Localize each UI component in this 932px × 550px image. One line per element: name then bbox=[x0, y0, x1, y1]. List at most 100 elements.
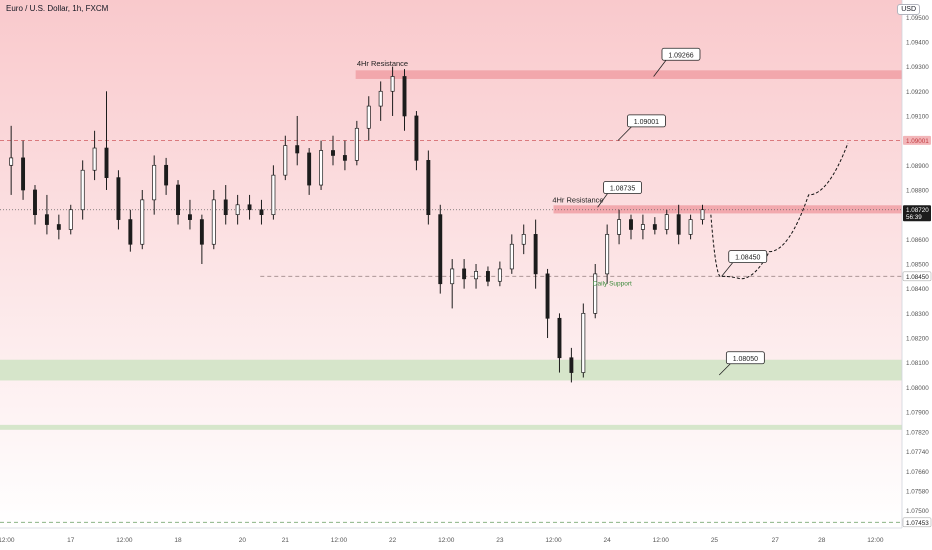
candle-down bbox=[462, 268, 467, 280]
candle-down bbox=[486, 271, 490, 282]
price-tag-value: 1.09001 bbox=[906, 138, 929, 145]
x-tick-label: 28 bbox=[818, 537, 826, 544]
price-tag-level-3: 1.07453 bbox=[902, 517, 932, 528]
y-tick-label: 1.07820 bbox=[906, 429, 929, 436]
callout-3: 1.08450 bbox=[721, 250, 768, 277]
candle-down bbox=[414, 115, 419, 161]
y-tick-label: 1.08600 bbox=[906, 237, 929, 244]
y-tick-label: 1.07660 bbox=[906, 469, 929, 476]
candle-up bbox=[605, 234, 610, 275]
x-tick-label: 25 bbox=[711, 537, 719, 544]
zone-0 bbox=[355, 70, 902, 79]
candle-up bbox=[688, 219, 693, 235]
y-tick-label: 1.07740 bbox=[906, 449, 929, 456]
candle-down bbox=[557, 317, 562, 359]
callout-label: 1.08050 bbox=[733, 356, 758, 363]
candle-up bbox=[474, 271, 478, 280]
candle-up bbox=[319, 150, 324, 186]
candle-down bbox=[116, 177, 121, 220]
candle-down bbox=[199, 219, 204, 245]
candle-up bbox=[68, 209, 73, 230]
candle-down bbox=[331, 150, 335, 156]
candle-down bbox=[176, 184, 180, 216]
candle-down bbox=[676, 214, 681, 235]
callout-0: 1.09266 bbox=[653, 47, 701, 77]
x-tick-label: 22 bbox=[389, 537, 397, 544]
x-tick-label: 12:00 bbox=[116, 537, 133, 544]
label-resistance-mid: 4Hr Resistance bbox=[552, 195, 603, 204]
candle-up bbox=[593, 273, 598, 314]
candle-down bbox=[56, 224, 61, 230]
candle-up bbox=[140, 199, 145, 245]
x-tick-label: 12:00 bbox=[0, 537, 15, 544]
candle-down bbox=[295, 145, 300, 154]
candle-up bbox=[235, 204, 240, 216]
candle-up bbox=[450, 268, 455, 285]
candle-down bbox=[33, 189, 37, 216]
candle-up bbox=[581, 312, 586, 373]
price-tag-value: 1.07453 bbox=[906, 520, 929, 527]
y-tick-label: 1.08800 bbox=[906, 187, 929, 194]
y-tick-label: 1.09200 bbox=[906, 89, 929, 96]
y-tick-label: 1.09400 bbox=[906, 39, 929, 46]
zone-1 bbox=[553, 205, 902, 214]
callout-box bbox=[661, 47, 701, 61]
candle-up bbox=[390, 76, 395, 92]
chart-title: Euro / U.S. Dollar, 1h, FXCM bbox=[6, 4, 109, 13]
price-tag-box bbox=[902, 517, 932, 528]
y-tick-label: 1.08400 bbox=[906, 286, 929, 293]
x-tick-label: 17 bbox=[67, 537, 75, 544]
callout-1: 1.09001 bbox=[617, 114, 666, 141]
y-tick-label: 1.08100 bbox=[906, 360, 929, 367]
candle-down bbox=[545, 273, 550, 319]
candle-down bbox=[652, 224, 657, 230]
price-tag-value: 1.08720 bbox=[906, 207, 929, 214]
callout-leader bbox=[721, 262, 734, 277]
x-tick-label: 24 bbox=[604, 537, 612, 544]
candle-down bbox=[164, 164, 169, 186]
zone-2 bbox=[0, 359, 902, 381]
y-tick-label: 1.08500 bbox=[906, 262, 929, 269]
callout-label: 1.09266 bbox=[668, 52, 693, 59]
callout-label: 1.09001 bbox=[634, 119, 659, 126]
candle-down bbox=[21, 157, 26, 191]
candle-up bbox=[354, 127, 359, 161]
currency-badge[interactable]: USD bbox=[897, 4, 920, 15]
callout-box bbox=[627, 114, 666, 128]
candle-down bbox=[569, 357, 574, 373]
price-tag-level-1: 1.09001 bbox=[903, 135, 931, 145]
label-daily-support: Daily Support bbox=[593, 280, 632, 287]
candle-up bbox=[92, 147, 97, 171]
callout-box bbox=[603, 181, 642, 194]
price-tag-value: 1.08450 bbox=[906, 274, 929, 281]
candle-down bbox=[629, 219, 633, 230]
callout-leader bbox=[718, 363, 731, 376]
candle-up bbox=[664, 214, 669, 230]
candle-down bbox=[188, 214, 192, 220]
price-tag-box bbox=[903, 135, 931, 145]
candle-down bbox=[426, 160, 431, 216]
x-tick-label: 27 bbox=[772, 537, 780, 544]
candle-up bbox=[271, 174, 276, 216]
candle-up bbox=[283, 145, 288, 176]
x-tick-label: 20 bbox=[239, 537, 247, 544]
time-axis-bg bbox=[0, 528, 932, 550]
x-tick-label: 12:00 bbox=[438, 537, 455, 544]
projection-path bbox=[710, 142, 849, 280]
candle-up bbox=[80, 169, 85, 211]
price-tag-countdown: 56:39 bbox=[906, 214, 922, 221]
candle-up bbox=[700, 209, 705, 220]
y-tick-label: 1.08000 bbox=[906, 385, 929, 392]
candle-down bbox=[44, 214, 49, 225]
candle-down bbox=[533, 234, 538, 275]
y-tick-label: 1.09300 bbox=[906, 64, 929, 71]
y-tick-label: 1.08900 bbox=[906, 163, 929, 170]
candle-down bbox=[342, 155, 347, 161]
price-tag-box bbox=[902, 271, 932, 282]
candle-down bbox=[438, 214, 443, 285]
y-tick-label: 1.08200 bbox=[906, 336, 929, 343]
x-tick-label: 23 bbox=[496, 537, 504, 544]
candle-up bbox=[509, 243, 514, 270]
